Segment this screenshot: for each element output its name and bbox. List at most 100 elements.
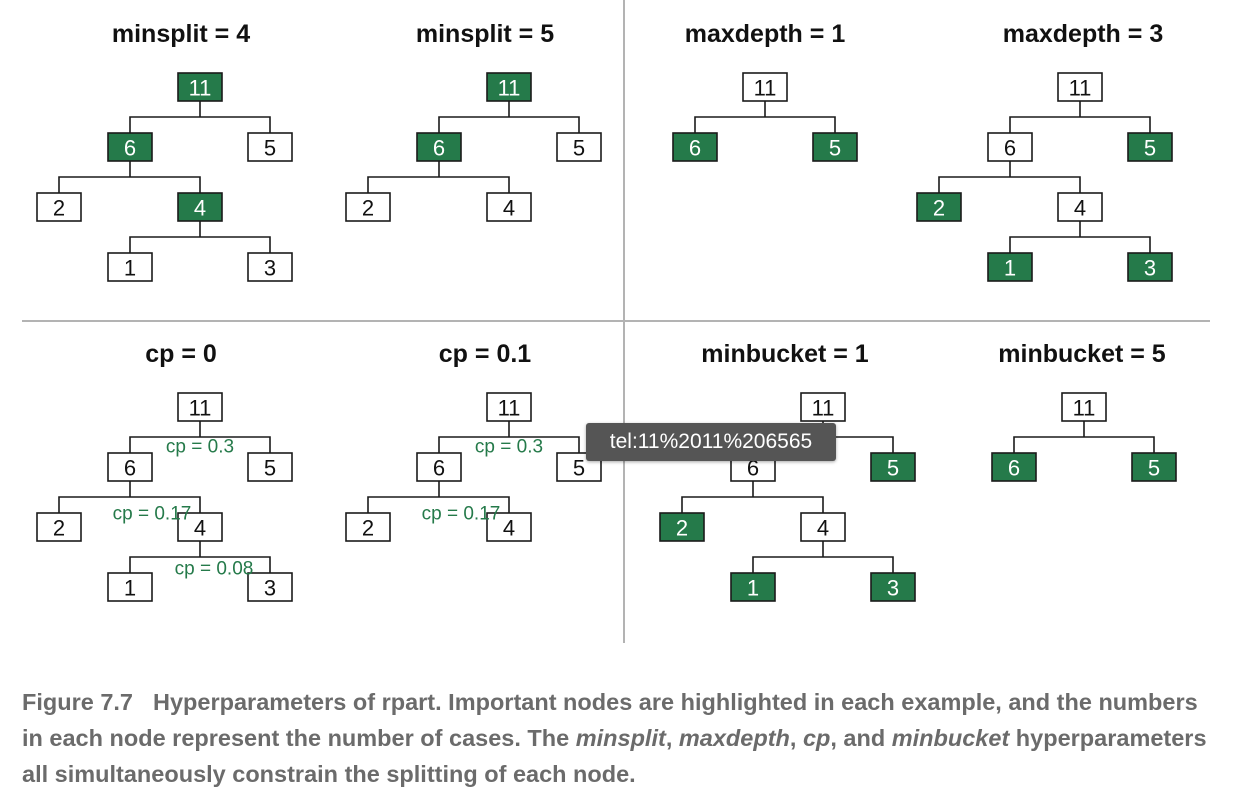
node-count: 2 xyxy=(53,196,65,221)
node-box xyxy=(870,572,916,602)
tree-node: 5 xyxy=(870,452,916,482)
tree-node: 6 xyxy=(416,132,462,162)
tree-node: 6 xyxy=(107,132,153,162)
cp-label: cp = 0.17 xyxy=(113,504,192,525)
tree-node: 11 xyxy=(1061,392,1107,422)
node-box xyxy=(36,192,82,222)
node-count: 11 xyxy=(754,76,777,101)
node-box xyxy=(177,192,223,222)
tree-node: 4 xyxy=(800,512,846,542)
node-box xyxy=(1061,392,1107,422)
node-count: 5 xyxy=(887,456,899,481)
node-count: 6 xyxy=(1004,136,1016,161)
figure-number: Figure 7.7 xyxy=(22,689,134,715)
tree-edge xyxy=(752,541,894,573)
panel-2: minsplit = 5 11 6 5 2 4 xyxy=(345,20,602,222)
node-count: 6 xyxy=(124,136,136,161)
tree-node: 11 xyxy=(800,392,846,422)
link-tooltip: tel:11%2011%206565 xyxy=(586,423,836,461)
tree-edge xyxy=(129,101,271,133)
node-box xyxy=(987,132,1033,162)
node-box xyxy=(1131,452,1177,482)
node-count: 11 xyxy=(498,76,521,101)
node-count: 1 xyxy=(124,576,136,601)
node-count: 11 xyxy=(189,396,212,421)
tree-node: 2 xyxy=(36,192,82,222)
tree-node: 5 xyxy=(556,452,602,482)
node-box xyxy=(345,512,391,542)
node-count: 5 xyxy=(264,456,276,481)
panel-7: minbucket = 1 11 6 5 2 4 1 3 xyxy=(659,340,916,602)
panel-title: maxdepth = 1 xyxy=(685,20,846,48)
tree-edge xyxy=(694,101,836,133)
node-box xyxy=(1057,72,1103,102)
tree-node: 6 xyxy=(672,132,718,162)
tree-node: 6 xyxy=(107,452,153,482)
tree-node: 2 xyxy=(345,512,391,542)
node-count: 6 xyxy=(1008,456,1020,481)
node-box xyxy=(36,512,82,542)
node-count: 11 xyxy=(812,396,835,421)
node-box xyxy=(486,72,532,102)
node-count: 3 xyxy=(264,576,276,601)
tree-node: 1 xyxy=(987,252,1033,282)
tree-node: 2 xyxy=(345,192,391,222)
node-count: 5 xyxy=(573,136,585,161)
tree-node: 5 xyxy=(247,452,293,482)
node-box xyxy=(177,392,223,422)
node-count: 4 xyxy=(817,516,829,541)
node-count: 4 xyxy=(194,516,206,541)
cp-label: cp = 0.3 xyxy=(166,437,234,458)
node-count: 1 xyxy=(124,256,136,281)
node-box xyxy=(1127,132,1173,162)
node-count: 11 xyxy=(498,396,521,421)
node-box xyxy=(556,452,602,482)
tree-node: 1 xyxy=(730,572,776,602)
tree-edge xyxy=(438,101,580,133)
tree-edge xyxy=(129,421,271,453)
node-box xyxy=(107,572,153,602)
node-box xyxy=(416,452,462,482)
node-count: 4 xyxy=(503,196,515,221)
tree-node: 1 xyxy=(107,572,153,602)
node-box xyxy=(107,132,153,162)
node-box xyxy=(247,452,293,482)
node-box xyxy=(177,512,223,542)
tree-edge xyxy=(129,221,271,253)
node-box xyxy=(177,72,223,102)
tree-node: 11 xyxy=(486,72,532,102)
panel-5: cp = 0 11 6 5 2 4 1 3 cp = 0.3 cp = 0.17 cp = 0.08 xyxy=(36,340,293,602)
panel-4: maxdepth = 3 11 6 5 2 4 1 3 xyxy=(916,20,1173,282)
tree-node: 5 xyxy=(1131,452,1177,482)
node-count: 6 xyxy=(124,456,136,481)
panel-title: minbucket = 1 xyxy=(701,340,869,368)
node-count: 3 xyxy=(264,256,276,281)
tree-node: 4 xyxy=(1057,192,1103,222)
panel-title: minsplit = 5 xyxy=(416,20,554,48)
tree-edge xyxy=(938,161,1081,193)
node-count: 2 xyxy=(362,516,374,541)
node-count: 3 xyxy=(1144,256,1156,281)
node-count: 3 xyxy=(887,576,899,601)
caption-term-maxdepth: maxdepth xyxy=(678,725,790,751)
tree-node: 11 xyxy=(486,392,532,422)
node-count: 11 xyxy=(1069,76,1092,101)
node-count: 2 xyxy=(676,516,688,541)
tree-node: 3 xyxy=(870,572,916,602)
node-box xyxy=(486,392,532,422)
node-count: 5 xyxy=(573,456,585,481)
node-count: 6 xyxy=(747,456,759,481)
node-box xyxy=(800,512,846,542)
node-box xyxy=(107,252,153,282)
node-count: 6 xyxy=(689,136,701,161)
tree-node: 2 xyxy=(659,512,705,542)
node-count: 1 xyxy=(747,576,759,601)
node-count: 2 xyxy=(933,196,945,221)
cp-label: cp = 0.17 xyxy=(422,504,501,525)
tree-edge xyxy=(129,541,271,573)
tree-node: 4 xyxy=(486,192,532,222)
node-count: 5 xyxy=(1148,456,1160,481)
caption-term-cp: cp xyxy=(802,725,831,751)
node-box xyxy=(742,72,788,102)
